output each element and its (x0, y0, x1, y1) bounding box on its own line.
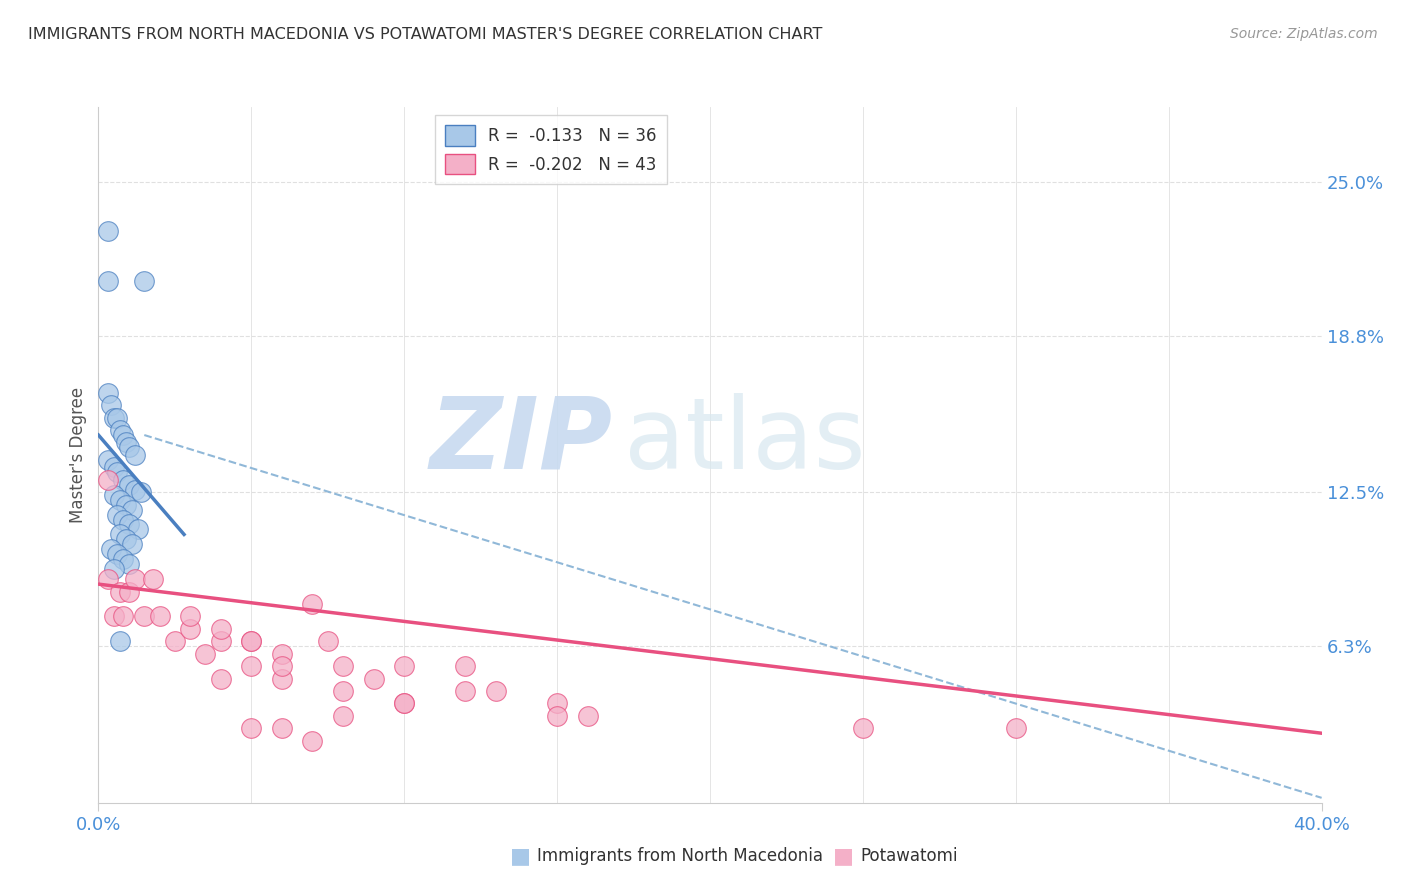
Point (454, 684, 477, 698)
Point (118, 477, 141, 491)
Point (118, 517, 141, 532)
Point (108, 527, 131, 541)
Point (392, 659, 416, 673)
Point (240, 721, 263, 735)
Point (103, 488, 125, 502)
Point (105, 508, 128, 522)
Point (97, 385, 120, 400)
Point (209, 634, 232, 648)
Point (108, 634, 131, 648)
Point (270, 647, 292, 661)
Point (134, 274, 156, 288)
Point (97, 453, 120, 467)
Point (111, 609, 134, 624)
Legend: R =  -0.133   N = 36, R =  -0.202   N = 43: R = -0.133 N = 36, R = -0.202 N = 43 (434, 115, 666, 185)
Point (121, 537, 143, 551)
Point (363, 672, 385, 686)
Point (127, 523, 149, 537)
Point (111, 512, 134, 526)
Point (115, 533, 138, 547)
Text: ■: ■ (510, 847, 530, 866)
Point (105, 547, 128, 561)
Point (179, 622, 201, 636)
Point (108, 423, 131, 437)
Point (270, 659, 292, 673)
Point (301, 733, 323, 747)
Text: atlas: atlas (624, 392, 866, 490)
Point (105, 410, 128, 425)
Y-axis label: Master's Degree: Master's Degree (69, 387, 87, 523)
Point (392, 697, 416, 711)
Point (108, 492, 131, 507)
Point (240, 659, 263, 673)
Point (852, 721, 875, 735)
Point (270, 672, 292, 686)
Point (301, 597, 323, 611)
Point (97, 473, 120, 487)
Text: Source: ZipAtlas.com: Source: ZipAtlas.com (1230, 27, 1378, 41)
Point (240, 634, 263, 648)
Point (209, 622, 232, 636)
Point (100, 542, 122, 557)
Point (111, 473, 134, 487)
Point (134, 609, 156, 624)
Point (115, 435, 138, 450)
Point (124, 448, 146, 462)
Point (111, 552, 134, 566)
Point (1004, 721, 1026, 735)
Point (270, 721, 292, 735)
Point (179, 609, 201, 624)
Point (108, 584, 131, 599)
Point (100, 398, 122, 412)
Point (316, 634, 339, 648)
Point (103, 410, 125, 425)
Text: Potawatomi: Potawatomi (860, 847, 957, 865)
Point (576, 708, 599, 723)
Point (332, 684, 354, 698)
Point (124, 572, 146, 586)
Point (115, 498, 138, 512)
Point (149, 609, 172, 624)
Point (118, 584, 141, 599)
Point (163, 634, 186, 648)
Point (111, 428, 134, 442)
Point (392, 697, 416, 711)
Point (97, 274, 120, 288)
Point (103, 460, 125, 475)
Point (97, 572, 120, 586)
Point (332, 708, 354, 723)
Point (103, 562, 125, 576)
Point (546, 708, 568, 723)
Point (124, 483, 146, 497)
Text: ■: ■ (834, 847, 853, 866)
Point (485, 684, 508, 698)
Text: IMMIGRANTS FROM NORTH MACEDONIA VS POTAWATOMI MASTER'S DEGREE CORRELATION CHART: IMMIGRANTS FROM NORTH MACEDONIA VS POTAW… (28, 27, 823, 42)
Text: Immigrants from North Macedonia: Immigrants from North Macedonia (537, 847, 823, 865)
Point (97, 224, 120, 238)
Point (454, 659, 477, 673)
Point (332, 659, 354, 673)
Point (240, 634, 263, 648)
Point (209, 672, 232, 686)
Point (103, 609, 125, 624)
Point (121, 502, 143, 516)
Point (194, 647, 217, 661)
Point (546, 697, 568, 711)
Point (118, 441, 141, 455)
Point (105, 466, 128, 480)
Point (142, 572, 165, 586)
Point (118, 558, 141, 572)
Text: ZIP: ZIP (429, 392, 612, 490)
Point (129, 485, 152, 500)
